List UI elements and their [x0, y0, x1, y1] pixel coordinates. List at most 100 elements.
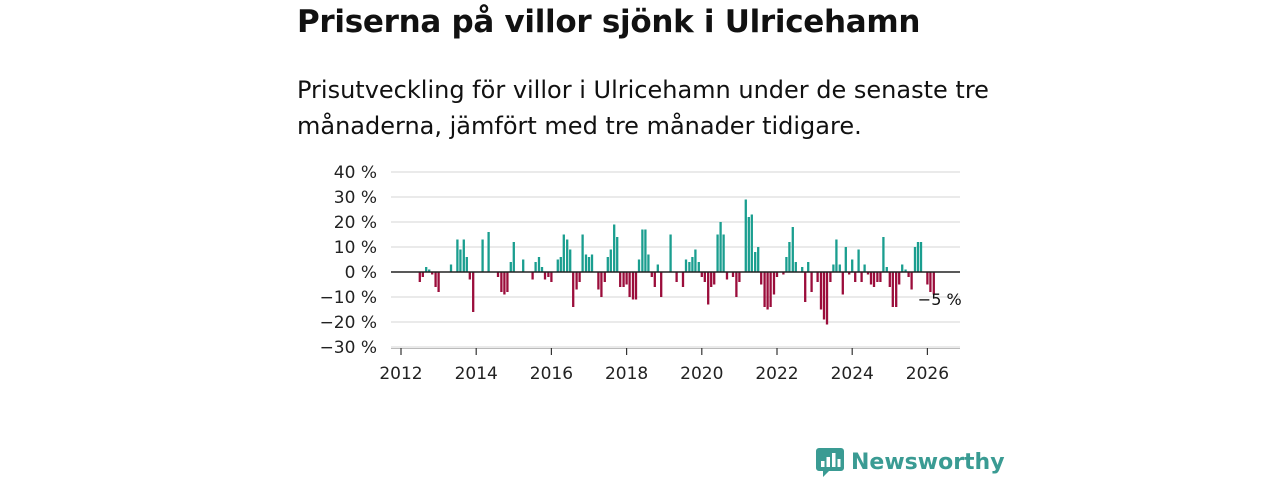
last-value-label: −5 %	[918, 290, 962, 309]
tick-labels: 40 % 30 % 20 % 10 % 0 % −10 % −20 % −30 %2012 20…	[320, 163, 962, 384]
data-bar	[641, 229, 644, 272]
y-tick-label: 30 %	[334, 188, 377, 208]
gridlines	[391, 171, 960, 348]
data-bar	[791, 227, 794, 272]
data-bar	[807, 262, 810, 272]
chart-title: Priserna på villor sjönk i Ulricehamn	[297, 4, 921, 40]
data-bar	[606, 257, 609, 272]
data-bar	[462, 239, 465, 272]
axes	[391, 271, 960, 355]
data-bar	[597, 272, 600, 290]
data-bar	[569, 249, 572, 272]
data-bar	[418, 272, 421, 282]
data-bar	[888, 272, 891, 287]
data-bar	[512, 242, 515, 272]
data-bar	[669, 234, 672, 272]
data-bar	[848, 272, 851, 275]
data-bar	[731, 272, 735, 277]
bars	[418, 199, 935, 325]
data-bar	[757, 247, 760, 272]
data-bar	[822, 272, 826, 320]
data-bar	[653, 272, 656, 287]
data-bar	[481, 239, 484, 272]
data-bar	[769, 272, 772, 307]
data-bar	[609, 249, 612, 272]
y-tick-label: −30 %	[320, 338, 377, 358]
data-bar	[456, 239, 459, 272]
data-bar	[913, 247, 917, 272]
data-bar	[775, 272, 779, 277]
data-bar	[543, 272, 547, 280]
data-bar	[891, 272, 894, 307]
x-tick-label: 2016	[530, 364, 573, 384]
data-bar	[932, 272, 935, 295]
data-bar	[841, 272, 844, 295]
data-bar	[694, 249, 697, 272]
data-bar	[531, 272, 534, 280]
data-bar	[590, 254, 594, 272]
data-bar	[872, 272, 876, 287]
data-bar	[838, 264, 841, 272]
data-bar	[459, 249, 462, 272]
data-bar	[425, 267, 428, 272]
data-bar	[468, 272, 471, 280]
x-tick-label: 2012	[379, 364, 422, 384]
data-bar	[719, 222, 722, 272]
data-bar	[904, 269, 907, 272]
data-bar	[628, 272, 631, 297]
data-bar	[926, 272, 929, 285]
data-bar	[794, 262, 797, 272]
data-bar	[437, 272, 440, 292]
data-bar	[879, 272, 882, 282]
data-bar	[431, 272, 434, 275]
data-bar	[503, 272, 506, 295]
data-bar	[465, 257, 468, 272]
data-bar	[829, 272, 832, 282]
data-bar	[562, 234, 565, 272]
data-bar	[882, 237, 885, 272]
data-bar	[572, 272, 575, 307]
x-tick-label: 2018	[605, 364, 648, 384]
data-bar	[700, 272, 703, 277]
data-bar	[506, 272, 509, 292]
data-bar	[547, 272, 550, 277]
data-bar	[500, 272, 503, 292]
data-bar	[647, 254, 650, 272]
data-bar	[857, 249, 860, 272]
data-bar	[559, 257, 562, 272]
y-tick-label: −20 %	[320, 313, 377, 333]
brand-name: Newsworthy	[851, 449, 1005, 475]
data-bar	[722, 234, 725, 272]
data-bar	[637, 259, 641, 272]
y-tick-label: 0 %	[345, 263, 377, 283]
data-bar	[707, 272, 710, 305]
data-bar	[863, 264, 866, 272]
data-bar	[788, 242, 791, 272]
x-tick-label: 2020	[680, 364, 723, 384]
data-bar	[603, 272, 606, 282]
data-bar	[772, 272, 776, 295]
data-bar	[825, 272, 829, 325]
data-bar	[575, 272, 578, 290]
data-bar	[710, 272, 713, 287]
data-bar	[697, 262, 700, 272]
data-bar	[578, 272, 581, 282]
data-bar	[684, 259, 688, 272]
x-tick-label: 2022	[755, 364, 798, 384]
data-bar	[738, 272, 741, 282]
data-bar	[869, 272, 873, 285]
data-bar	[860, 272, 863, 282]
data-bar	[876, 272, 879, 282]
newsworthy-logo: Newsworthy	[815, 446, 1005, 478]
data-bar	[901, 264, 904, 272]
data-bar	[716, 234, 719, 272]
x-tick-label: 2026	[906, 364, 949, 384]
data-bar	[619, 272, 622, 287]
data-bar	[566, 239, 569, 272]
data-bar	[766, 272, 769, 310]
data-bar	[449, 264, 453, 272]
data-bar	[801, 267, 804, 272]
data-bar	[760, 272, 763, 285]
data-bar	[650, 272, 653, 277]
